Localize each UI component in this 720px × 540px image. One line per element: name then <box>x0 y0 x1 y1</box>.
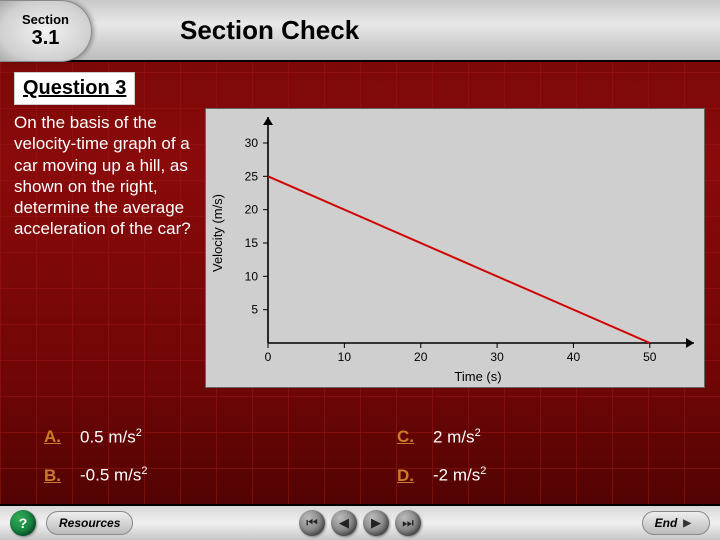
help-icon[interactable]: ? <box>10 510 36 536</box>
svg-text:25: 25 <box>245 169 259 183</box>
svg-text:0: 0 <box>265 350 272 364</box>
svg-text:20: 20 <box>245 203 259 217</box>
answer-text: -2 m/s2 <box>433 465 486 486</box>
question-label: Question 3 <box>14 72 135 105</box>
prev-icon[interactable]: ◀ <box>331 510 357 536</box>
svg-text:10: 10 <box>245 269 259 283</box>
svg-text:20: 20 <box>414 350 428 364</box>
svg-text:40: 40 <box>567 350 581 364</box>
svg-text:Time (s): Time (s) <box>454 369 501 384</box>
slide: Section 3.1 Section Check Question 3 On … <box>0 0 720 540</box>
answer-a[interactable]: A. 0.5 m/s2 <box>44 427 337 448</box>
answer-letter: C. <box>397 427 419 447</box>
section-number: 3.1 <box>32 27 60 50</box>
answer-d[interactable]: D. -2 m/s2 <box>397 465 690 486</box>
next-icon[interactable]: ▶ <box>363 510 389 536</box>
svg-text:15: 15 <box>245 236 259 250</box>
nav-controls: ⏮ ◀ ▶ ⏭ <box>299 510 421 536</box>
resources-button[interactable]: Resources <box>46 511 133 535</box>
question-text: On the basis of the velocity-time graph … <box>14 112 194 240</box>
answer-text: -0.5 m/s2 <box>80 465 148 486</box>
velocity-time-chart: 0 10 20 30 40 50 5 10 15 20 25 30 Time (s) Velocity (… <box>205 108 705 388</box>
answer-letter: A. <box>44 427 66 447</box>
answer-text: 0.5 m/s2 <box>80 427 142 448</box>
section-tab: Section 3.1 <box>0 0 92 62</box>
page-title: Section Check <box>180 15 359 46</box>
answer-b[interactable]: B. -0.5 m/s2 <box>44 465 337 486</box>
last-icon[interactable]: ⏭ <box>395 510 421 536</box>
footer: ? Resources ⏮ ◀ ▶ ⏭ End <box>0 504 720 540</box>
svg-text:50: 50 <box>643 350 657 364</box>
section-label: Section <box>22 12 69 27</box>
svg-text:5: 5 <box>251 303 258 317</box>
svg-text:Velocity (m/s): Velocity (m/s) <box>210 194 225 272</box>
first-icon[interactable]: ⏮ <box>299 510 325 536</box>
header: Section 3.1 Section Check <box>0 0 720 62</box>
answer-grid: A. 0.5 m/s2 C. 2 m/s2 B. -0.5 m/s2 D. -2… <box>44 427 690 486</box>
svg-text:30: 30 <box>490 350 504 364</box>
answer-c[interactable]: C. 2 m/s2 <box>397 427 690 448</box>
svg-text:10: 10 <box>338 350 352 364</box>
answer-letter: B. <box>44 466 66 486</box>
chart-svg: 0 10 20 30 40 50 5 10 15 20 25 30 Time (s) Velocity (… <box>206 109 706 389</box>
answer-text: 2 m/s2 <box>433 427 481 448</box>
end-button[interactable]: End <box>642 511 710 535</box>
svg-text:30: 30 <box>245 136 259 150</box>
answer-letter: D. <box>397 466 419 486</box>
